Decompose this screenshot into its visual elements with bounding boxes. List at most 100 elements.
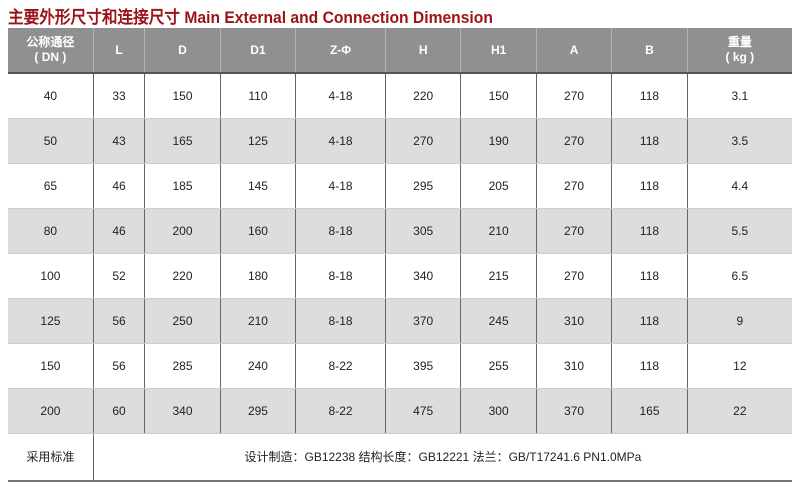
table-cell: 8-22 [295, 343, 386, 389]
table-cell: 190 [460, 118, 537, 164]
table-cell: 160 [219, 208, 296, 254]
table-cell: 165 [611, 388, 688, 434]
table-cell: 255 [460, 343, 537, 389]
table-cell: 250 [144, 298, 221, 344]
column-header: L [92, 28, 145, 74]
table-cell: 210 [219, 298, 296, 344]
table-cell: 46 [92, 208, 145, 254]
column-header: A [535, 28, 612, 74]
table-cell: 100 [8, 253, 94, 299]
table-cell: 6.5 [686, 253, 792, 299]
column-header: Z-Φ [295, 28, 386, 74]
table-cell: 125 [219, 118, 296, 164]
column-header: H [384, 28, 461, 74]
column-header: B [611, 28, 688, 74]
table-cell: 50 [8, 118, 94, 164]
table-cell: 165 [144, 118, 221, 164]
table-cell: 118 [611, 118, 688, 164]
table-cell: 300 [460, 388, 537, 434]
table-cell: 3.5 [686, 118, 792, 164]
dimension-table: 公称通径( DN ) L D D1 Z-Φ H H1 A B 重量( kg ) 40 33 150 11… [8, 28, 792, 482]
footer-row: 采用标准 设计制造：GB12238 结构长度：GB12221 法兰：GB/T17… [8, 433, 792, 482]
table-cell: 60 [92, 388, 145, 434]
table-cell: 118 [611, 163, 688, 209]
column-header: D [144, 28, 221, 74]
table-cell: 118 [611, 298, 688, 344]
table-cell: 270 [384, 118, 461, 164]
table-cell: 395 [384, 343, 461, 389]
table-cell: 65 [8, 163, 94, 209]
table-cell: 270 [535, 253, 612, 299]
table-cell: 270 [535, 118, 612, 164]
table-cell: 310 [535, 298, 612, 344]
table-cell: 4-18 [295, 163, 386, 209]
table-cell: 200 [8, 388, 94, 434]
table-cell: 245 [460, 298, 537, 344]
table-cell: 220 [384, 73, 461, 119]
table-cell: 52 [92, 253, 145, 299]
header-text: D [178, 42, 187, 57]
table-cell: 210 [460, 208, 537, 254]
header-text: A [569, 42, 579, 57]
table-cell: 22 [686, 388, 792, 434]
table-row: 125 56 250 210 8-18 370 245 310 118 9 [8, 298, 792, 344]
table-cell: 215 [460, 253, 537, 299]
table-cell: 9 [686, 298, 792, 344]
header-text: L [115, 42, 123, 57]
table-cell: 295 [384, 163, 461, 209]
table-cell: 8-18 [295, 253, 386, 299]
table-row: 80 46 200 160 8-18 305 210 270 118 5.5 [8, 208, 792, 254]
column-header: H1 [460, 28, 537, 74]
standard-text: 设计制造：GB12238 结构长度：GB12221 法兰：GB/T17241.6… [92, 433, 792, 482]
table-cell: 270 [535, 73, 612, 119]
table-cell: 240 [219, 343, 296, 389]
table-cell: 4-18 [295, 73, 386, 119]
table-cell: 118 [611, 73, 688, 119]
table-cell: 220 [144, 253, 221, 299]
table-cell: 295 [219, 388, 296, 434]
table-cell: 370 [535, 388, 612, 434]
table-cell: 340 [144, 388, 221, 434]
header-text: D1 [250, 42, 266, 57]
page-title: 主要外形尺寸和连接尺寸 Main External and Connection… [8, 8, 493, 27]
table-cell: 4.4 [686, 163, 792, 209]
table-cell: 145 [219, 163, 296, 209]
table-cell: 8-18 [295, 298, 386, 344]
header-text: ( DN ) [34, 50, 67, 64]
table-cell: 340 [384, 253, 461, 299]
header-text: B [645, 42, 654, 57]
table-cell: 12 [686, 343, 792, 389]
table-cell: 8-18 [295, 208, 386, 254]
table-cell: 40 [8, 73, 94, 119]
column-header: 公称通径( DN ) [8, 28, 94, 74]
header-text: 公称通径 [26, 35, 75, 49]
table-cell: 56 [92, 343, 145, 389]
table-row: 40 33 150 110 4-18 220 150 270 118 3.1 [8, 73, 792, 119]
table-cell: 205 [460, 163, 537, 209]
header-text: H [418, 42, 428, 57]
table-row: 150 56 285 240 8-22 395 255 310 118 12 [8, 343, 792, 389]
header-text: 重量 [727, 35, 752, 49]
table-cell: 125 [8, 298, 94, 344]
table-cell: 46 [92, 163, 145, 209]
table-row: 100 52 220 180 8-18 340 215 270 118 6.5 [8, 253, 792, 299]
table-cell: 370 [384, 298, 461, 344]
table-cell: 5.5 [686, 208, 792, 254]
header-text: H1 [490, 42, 507, 57]
table-cell: 33 [92, 73, 145, 119]
table-cell: 110 [219, 73, 296, 119]
table-cell: 56 [92, 298, 145, 344]
table-row: 200 60 340 295 8-22 475 300 370 165 22 [8, 388, 792, 434]
table-cell: 80 [8, 208, 94, 254]
table-cell: 475 [384, 388, 461, 434]
table-cell: 118 [611, 208, 688, 254]
table-cell: 43 [92, 118, 145, 164]
table-cell: 150 [8, 343, 94, 389]
table-row: 50 43 165 125 4-18 270 190 270 118 3.5 [8, 118, 792, 164]
table-cell: 150 [144, 73, 221, 119]
table-cell: 270 [535, 208, 612, 254]
table-cell: 270 [535, 163, 612, 209]
header-text: ( kg ) [725, 50, 755, 64]
table-cell: 150 [460, 73, 537, 119]
column-header: 重量( kg ) [686, 28, 792, 74]
